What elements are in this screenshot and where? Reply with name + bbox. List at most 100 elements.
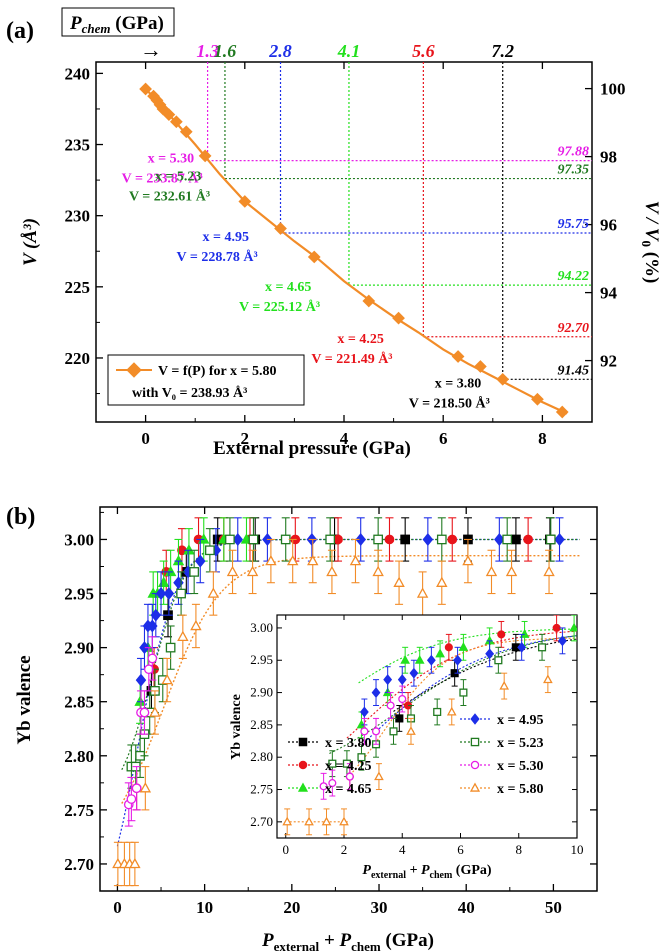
plot-a-ytick-label: 225 (65, 278, 91, 297)
pchem-title: Pchem (GPa) (69, 13, 164, 36)
plot-a-legend (107, 354, 305, 406)
plot-b-point (129, 857, 141, 869)
inset-legend-label: x = 5.23 (497, 736, 543, 751)
plot-b-point (447, 534, 458, 545)
plot-b-point (326, 565, 338, 577)
plot-b-point (190, 619, 202, 631)
inset-ytick-label: 2.75 (250, 782, 273, 797)
plot-b-point (422, 532, 434, 546)
plot-a-ytick-label: 230 (65, 207, 91, 226)
legend-a-marker (126, 362, 142, 378)
plot-a-point (362, 294, 376, 308)
inset-point (453, 654, 462, 666)
plot-b-point (494, 532, 505, 546)
plot-b-point (355, 532, 366, 546)
composition-label: x = 5.30 (148, 152, 194, 167)
inset-point (517, 641, 527, 653)
plot-b-point (511, 534, 521, 545)
inset-point (359, 706, 369, 718)
plot-b-point (485, 565, 498, 577)
plot-b-point (400, 534, 411, 545)
pchem-value-label: 1.6 (214, 41, 237, 61)
inset-point (558, 635, 567, 647)
plot-b-point (505, 565, 518, 577)
plot-a-xtick-label: 8 (538, 429, 547, 448)
inset-point (282, 816, 293, 826)
plot-a-point (307, 250, 321, 264)
plot-b-point (384, 534, 395, 545)
plot-b-point (163, 587, 175, 601)
plot-b-point (225, 534, 235, 545)
inset-point (321, 816, 332, 826)
pchem-arrow: → (140, 37, 162, 62)
plot-b-point (246, 565, 259, 577)
inset-point (304, 816, 314, 826)
plot-b-xtick-label: 0 (113, 898, 122, 917)
inset-point (386, 701, 395, 710)
plot-a-ylabel-left: V (Å³) (20, 218, 41, 266)
plot-b-point (207, 587, 220, 598)
plot-a-guides (207, 62, 592, 380)
inset-ytick-label: 2.95 (250, 652, 273, 667)
inset-xlabel: Pexternal + Pchem (GPa) (362, 863, 491, 881)
inset-point (397, 674, 407, 686)
inset-points (282, 615, 577, 836)
plot-a-ytick-label: 220 (65, 349, 91, 368)
plot-b-ytick-label: 2.75 (64, 801, 94, 820)
plot-b-point (205, 545, 215, 556)
inset-point (459, 688, 468, 697)
plot-b-point (198, 533, 210, 544)
plot-b-point (131, 783, 142, 794)
inset-legend-label: x = 4.25 (325, 759, 371, 774)
inset-legend-label: x = 3.80 (325, 736, 371, 751)
plot-b-axes: 0 10 20 30 40 502.702.752.802.852.902.953.00 (64, 507, 598, 917)
inset-point (444, 643, 453, 652)
plot-b-points (112, 517, 565, 887)
inset-point (356, 719, 367, 729)
volume-label: V = 221.49 Å³ (311, 351, 392, 367)
panel-b-label: (b) (6, 504, 35, 530)
pchem-value-label: 2.8 (268, 41, 292, 61)
plot-b-point (195, 554, 206, 568)
plot-b-xtick-label: 50 (545, 898, 562, 917)
plot-a-point (162, 108, 176, 122)
composition-label: x = 3.80 (435, 376, 481, 391)
plot-a-xtick-label: 4 (340, 429, 349, 448)
plot-b-point (333, 534, 343, 545)
plot-a-point (496, 372, 510, 386)
plot-a-ytick-right-label: 96 (600, 216, 617, 235)
plot-b-point (248, 534, 259, 545)
inset-point (458, 642, 469, 651)
inset-point (360, 727, 369, 736)
inset-point (328, 779, 337, 788)
inset-fit (393, 638, 577, 712)
inset-point (414, 654, 425, 664)
plot-a-ytick-right-label: 92 (600, 352, 617, 371)
composition-label: x = 4.95 (203, 230, 249, 245)
plot-a-point (274, 222, 287, 235)
inset-point (446, 706, 457, 716)
inset-xtick-label: 2 (341, 842, 348, 857)
inset-point (328, 759, 337, 768)
pchem-value-label: 1.3 (196, 41, 219, 61)
inset-frame (276, 614, 578, 839)
plot-b-point (147, 653, 158, 664)
inset-xtick-label: 0 (282, 842, 289, 857)
plot-a-point (392, 311, 405, 325)
inset-legend-label: x = 4.65 (325, 782, 371, 797)
inset-ytick-label: 2.90 (250, 685, 273, 700)
panel-a-label: (a) (6, 18, 34, 44)
plot-b-xtick-label: 10 (196, 898, 213, 917)
percent-label: 97.88 (558, 145, 590, 160)
inset-point (371, 687, 381, 699)
inset-fit (358, 628, 577, 684)
plot-b-point (393, 576, 405, 587)
inset-legend-marker (470, 713, 480, 725)
plot-b-point (134, 695, 146, 706)
percent-label: 97.35 (558, 163, 590, 178)
plot-b-point (325, 534, 336, 545)
plot-b-point (135, 673, 147, 687)
inset-point (371, 727, 381, 736)
inset-point (569, 622, 577, 632)
plot-a-point (198, 149, 212, 163)
